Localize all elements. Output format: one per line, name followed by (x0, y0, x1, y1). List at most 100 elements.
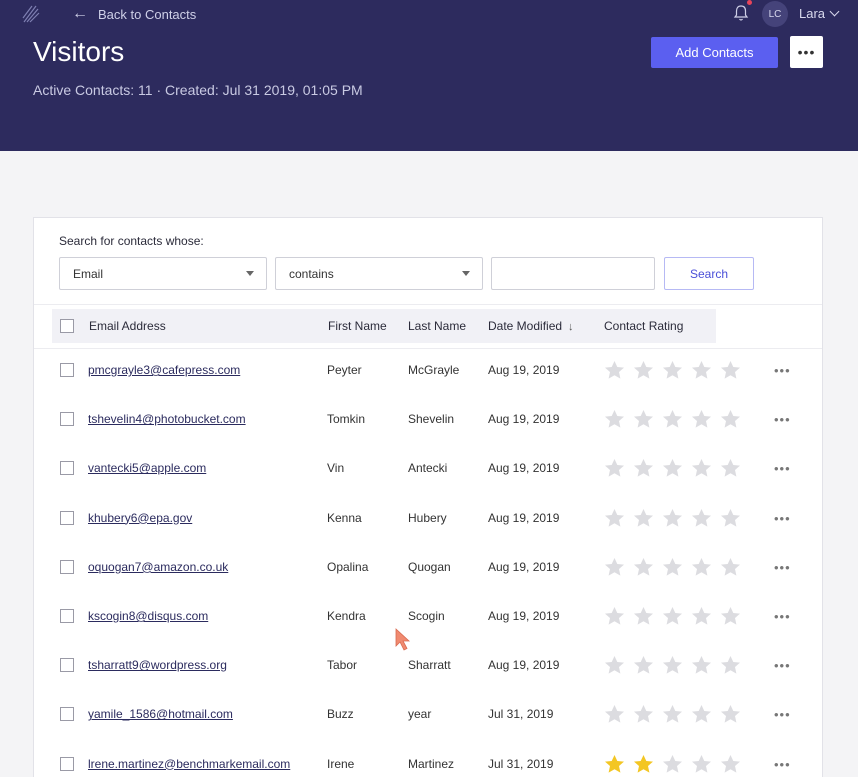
row-more-button[interactable]: ••• (774, 510, 791, 526)
row-more-button[interactable]: ••• (774, 412, 791, 428)
row-more-button[interactable]: ••• (774, 363, 791, 378)
row-checkbox[interactable] (60, 510, 74, 525)
star-icon[interactable] (633, 754, 654, 774)
contact-rating[interactable] (604, 655, 741, 675)
row-more-button[interactable]: ••• (774, 559, 791, 575)
contact-rating[interactable] (604, 409, 741, 429)
contact-rating[interactable] (604, 508, 741, 528)
star-icon[interactable] (604, 458, 625, 478)
row-checkbox[interactable] (60, 658, 74, 673)
column-email[interactable]: Email Address (89, 319, 166, 333)
email-link[interactable]: kscogin8@disqus.com (88, 609, 209, 623)
row-more-button[interactable]: ••• (774, 609, 791, 624)
star-icon[interactable] (662, 704, 683, 724)
star-icon[interactable] (691, 704, 712, 724)
more-options-button[interactable]: ••• (790, 36, 823, 68)
contact-rating[interactable] (604, 704, 741, 724)
user-menu[interactable]: Lara (799, 6, 840, 21)
star-icon[interactable] (691, 508, 712, 528)
email-link[interactable]: pmcgrayle3@cafepress.com (88, 363, 241, 377)
row-checkbox[interactable] (60, 609, 74, 623)
star-icon[interactable] (720, 754, 741, 774)
star-icon[interactable] (633, 508, 654, 528)
star-icon[interactable] (691, 409, 712, 429)
email-link[interactable]: tshevelin4@photobucket.com (88, 412, 246, 427)
star-icon[interactable] (662, 557, 683, 577)
notification-bell-icon[interactable] (733, 4, 749, 22)
email-link[interactable]: tsharratt9@wordpress.org (88, 658, 227, 673)
star-icon[interactable] (633, 458, 654, 478)
last-name-cell: Quogan (408, 559, 451, 574)
star-icon[interactable] (604, 508, 625, 528)
star-icon[interactable] (720, 704, 741, 724)
row-checkbox[interactable] (60, 559, 74, 574)
email-link[interactable]: lrene.martinez@benchmarkemail.com (88, 756, 291, 771)
field-select[interactable]: Email (59, 257, 267, 290)
operator-select[interactable]: contains (275, 257, 483, 290)
star-icon[interactable] (662, 409, 683, 429)
email-link[interactable]: khubery6@epa.gov (88, 510, 193, 525)
contact-rating[interactable] (604, 458, 741, 478)
row-checkbox[interactable] (60, 707, 74, 722)
row-checkbox[interactable] (60, 461, 74, 476)
star-icon[interactable] (633, 557, 654, 577)
email-link[interactable]: oquogan7@amazon.co.uk (88, 559, 229, 574)
row-more-button[interactable]: ••• (774, 658, 791, 674)
email-link[interactable]: vantecki5@apple.com (88, 461, 207, 476)
star-icon[interactable] (691, 606, 712, 626)
column-contact-rating[interactable]: Contact Rating (604, 319, 684, 333)
star-icon[interactable] (691, 557, 712, 577)
star-icon[interactable] (720, 508, 741, 528)
star-icon[interactable] (633, 409, 654, 429)
column-first-name[interactable]: First Name (328, 319, 387, 333)
star-icon[interactable] (633, 655, 654, 675)
contact-rating[interactable] (604, 754, 741, 774)
star-icon[interactable] (633, 360, 654, 380)
star-icon[interactable] (691, 360, 712, 380)
first-name-cell: Kendra (327, 609, 366, 623)
star-icon[interactable] (662, 606, 683, 626)
row-more-button[interactable]: ••• (774, 461, 791, 477)
column-last-name[interactable]: Last Name (408, 319, 467, 333)
contact-rating[interactable] (604, 360, 741, 380)
star-icon[interactable] (720, 360, 741, 380)
star-icon[interactable] (604, 704, 625, 724)
back-to-contacts-link[interactable]: ← Back to Contacts (72, 5, 196, 23)
select-all-checkbox[interactable] (60, 319, 74, 333)
contact-rating[interactable] (604, 557, 741, 577)
star-icon[interactable] (662, 458, 683, 478)
star-icon[interactable] (720, 655, 741, 675)
star-icon[interactable] (691, 458, 712, 478)
avatar[interactable]: LC (762, 1, 788, 27)
row-checkbox[interactable] (60, 756, 74, 771)
row-more-button[interactable]: ••• (774, 707, 791, 723)
add-contacts-button[interactable]: Add Contacts (651, 37, 778, 68)
email-link[interactable]: yamile_1586@hotmail.com (88, 707, 233, 722)
search-input[interactable] (491, 257, 655, 290)
star-icon[interactable] (633, 606, 654, 626)
star-icon[interactable] (691, 754, 712, 774)
star-icon[interactable] (720, 458, 741, 478)
star-icon[interactable] (720, 606, 741, 626)
star-icon[interactable] (604, 606, 625, 626)
column-date-modified[interactable]: Date Modified ↓ (488, 319, 574, 333)
star-icon[interactable] (720, 409, 741, 429)
row-more-button[interactable]: ••• (774, 756, 791, 772)
star-icon[interactable] (662, 655, 683, 675)
star-icon[interactable] (633, 704, 654, 724)
star-icon[interactable] (720, 557, 741, 577)
contact-rating[interactable] (604, 606, 741, 626)
star-icon[interactable] (662, 754, 683, 774)
star-icon[interactable] (604, 754, 625, 774)
star-icon[interactable] (662, 508, 683, 528)
search-button[interactable]: Search (664, 257, 754, 290)
row-checkbox[interactable] (60, 412, 74, 427)
star-icon[interactable] (604, 557, 625, 577)
row-checkbox[interactable] (60, 363, 74, 377)
star-icon[interactable] (662, 360, 683, 380)
star-icon[interactable] (691, 655, 712, 675)
star-icon[interactable] (604, 655, 625, 675)
logo-icon[interactable] (22, 4, 40, 24)
star-icon[interactable] (604, 360, 625, 380)
star-icon[interactable] (604, 409, 625, 429)
